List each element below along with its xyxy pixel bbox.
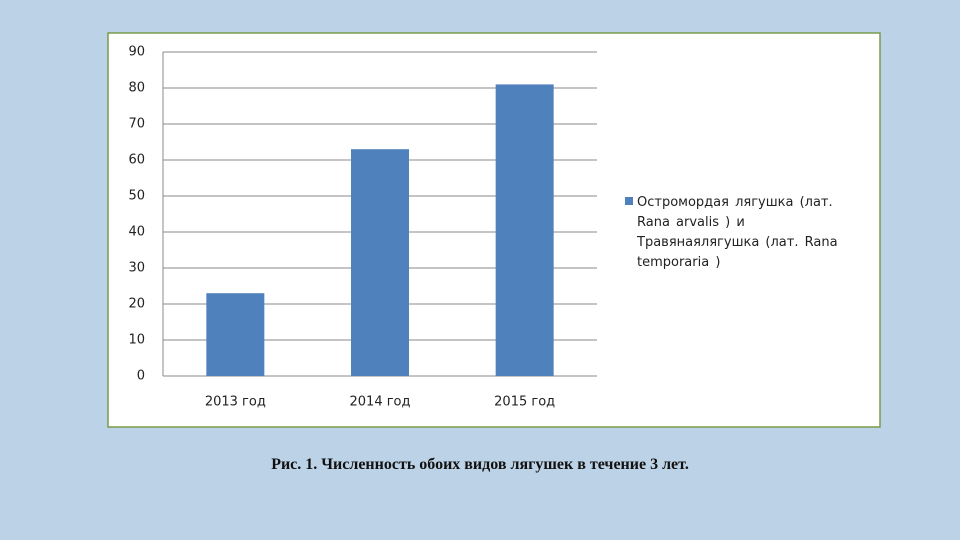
y-tick-label: 40 <box>128 225 145 240</box>
legend-label: Остромордая лягушка (лат. Rana arvalis )… <box>637 195 838 270</box>
y-tick-label: 0 <box>137 369 145 384</box>
x-tick-label: 2015 год <box>494 395 555 410</box>
x-tick-label: 2013 год <box>205 395 266 410</box>
y-tick-label: 70 <box>128 117 145 132</box>
y-tick-label: 30 <box>128 261 145 276</box>
y-tick-label: 10 <box>128 333 145 348</box>
y-tick-label: 50 <box>128 189 145 204</box>
bar <box>351 149 409 376</box>
legend-swatch <box>625 197 633 205</box>
y-tick-label: 90 <box>128 45 145 60</box>
caption: Рис. 1. Численность обоих видов лягушек … <box>271 456 689 473</box>
y-tick-label: 20 <box>128 297 145 312</box>
y-tick-label: 80 <box>128 81 145 96</box>
x-tick-label: 2014 год <box>350 395 411 410</box>
bar <box>495 84 554 377</box>
bar <box>206 293 265 376</box>
y-tick-label: 60 <box>128 153 145 168</box>
